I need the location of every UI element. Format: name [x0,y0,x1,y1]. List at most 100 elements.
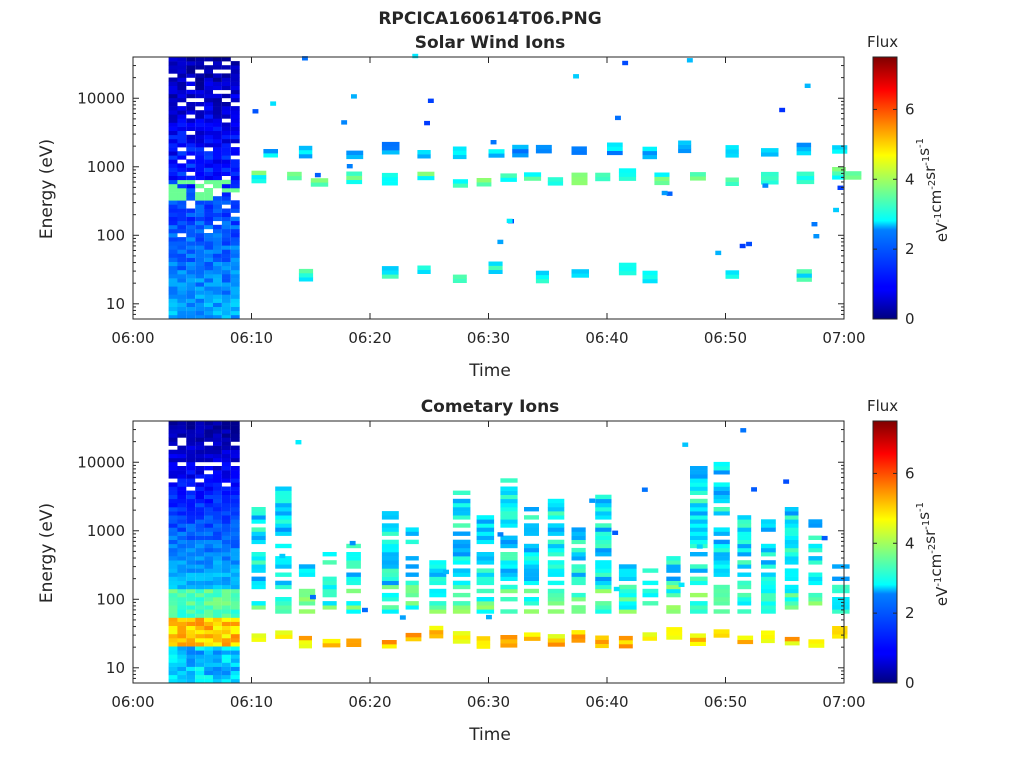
heatmap-cell [177,85,187,91]
heatmap-cell [177,306,187,312]
heatmap-cell [177,97,187,103]
heatmap-cell [195,543,205,549]
heatmap-cell [213,453,222,459]
heatmap-cell [322,584,337,590]
heatmap-cell [204,122,213,127]
heatmap-cell [535,274,549,280]
heatmap-cell [221,613,231,618]
heatmap-cell [204,572,213,577]
heatmap-cell [405,588,419,594]
heatmap-cell [213,441,222,446]
heatmap-cell [429,560,447,565]
heatmap-cell [230,171,240,176]
heatmap-cell [186,519,196,524]
heatmap-cell [230,560,240,565]
heatmap-cell [666,592,681,598]
heatmap-cell [213,638,222,643]
heatmap-cell [808,580,823,586]
heatmap-cell [168,421,178,426]
heatmap-cell [177,228,187,234]
heatmap-cell [429,580,447,586]
heatmap-cell [784,588,799,594]
heatmap-cell [195,110,205,115]
heatmap-cell [452,609,471,614]
heatmap-cell [547,634,565,639]
heatmap-cell [230,515,240,520]
heatmap-cell [737,639,754,645]
x-tick-label: 06:10 [230,329,273,347]
heatmap-cell [737,547,752,553]
heatmap-cell [642,154,657,160]
heatmap-cell [177,167,187,172]
colorbar-tick-label: 0 [905,310,915,328]
heatmap-cell [230,486,240,491]
heatmap-cell [195,560,205,565]
heatmap-cell [275,605,292,610]
heatmap-cell [186,421,196,426]
heatmap-cell [275,601,292,606]
heatmap-cell [524,527,539,532]
heatmap-cell [761,564,776,569]
heatmap-cell [168,143,178,148]
heatmap-cell [524,601,539,606]
heatmap-cell [186,474,196,479]
heatmap-cell [682,442,689,447]
heatmap-cell [690,490,708,495]
heatmap-cell [186,662,196,667]
heatmap-cell [213,155,222,160]
heatmap-cell [177,188,187,193]
heatmap-cell [595,543,612,549]
heatmap-cell [221,155,231,160]
heatmap-cell [500,568,518,573]
heatmap-cell [322,605,337,610]
heatmap-cell [690,641,706,646]
heatmap-cell [230,61,240,66]
heatmap-cell [177,286,187,291]
heatmap-cell [452,278,467,283]
heatmap-cell [186,237,196,242]
heatmap-cell [230,220,240,226]
heatmap-cell [452,639,471,644]
heatmap-cell [230,282,240,287]
colorbar-tick-label: 4 [905,170,915,188]
heatmap-cell [177,196,187,201]
heatmap-cell [713,486,730,491]
heatmap-cell [690,466,708,471]
heatmap-cell [595,635,609,640]
heatmap-cell [737,552,752,557]
x-tick-label: 06:00 [111,693,154,711]
heatmap-cell [168,175,178,181]
heatmap-cell [737,515,752,520]
heatmap-cell [213,646,222,651]
heatmap-cell [251,633,267,638]
heatmap-cell [784,515,799,520]
heatmap-cell [737,543,752,549]
heatmap-cell [746,241,752,247]
heatmap-cell [666,191,673,196]
heatmap-cell [213,175,222,181]
heatmap-cell [204,138,213,144]
heatmap-cell [314,172,321,178]
heatmap-cell [213,486,222,491]
heatmap-cell [204,294,213,299]
heatmap-cell [177,433,187,438]
heatmap-cell [761,523,776,528]
heatmap-cell [230,498,240,504]
heatmap-cell [381,531,399,536]
x-tick-label: 06:50 [704,693,747,711]
heatmap-cell [204,617,213,622]
heatmap-cell [186,482,196,487]
heatmap-cell [618,588,637,594]
heatmap-cell [168,429,178,434]
heatmap-cell [168,188,178,193]
heatmap-cell [571,527,586,532]
heatmap-cell [195,237,205,242]
heatmap-cell [230,580,240,586]
heatmap-cell [221,433,231,438]
heatmap-cell [168,245,178,250]
heatmap-cell [213,572,222,577]
heatmap-cell [195,192,205,197]
heatmap-cell [832,171,846,176]
heatmap-cell [177,253,187,258]
